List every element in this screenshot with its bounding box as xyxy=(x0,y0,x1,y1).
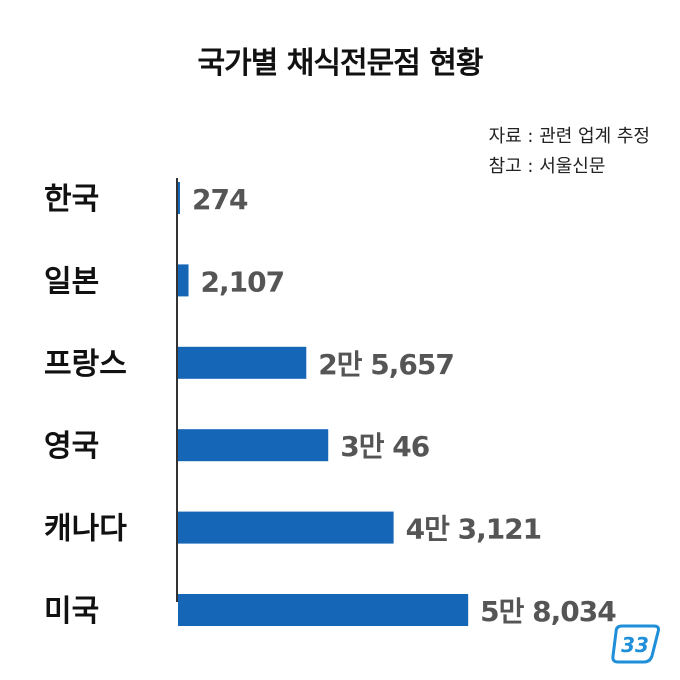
category-label: 영국 xyxy=(44,429,99,464)
value-label: 2,107 xyxy=(201,265,285,298)
category-label: 한국 xyxy=(44,182,99,217)
bar xyxy=(178,511,394,544)
chart-title: 국가별 채식전문점 현황 xyxy=(197,46,484,81)
chart-notes: 자료 : 관련 업계 추정 참고 : 서울신문 xyxy=(489,122,650,182)
value-label: 4만 3,121 xyxy=(406,513,542,546)
svg-text:33: 33 xyxy=(621,633,649,657)
badge-33-logo-icon: 33 xyxy=(611,624,660,664)
category-label: 프랑스 xyxy=(44,347,127,382)
bar xyxy=(178,429,329,462)
value-label: 5만 8,034 xyxy=(480,595,616,628)
bar xyxy=(178,594,469,626)
bar xyxy=(178,264,189,297)
category-label: 일본 xyxy=(44,264,99,299)
reference-note: 참고 : 서울신문 xyxy=(488,156,606,177)
category-label: 캐나다 xyxy=(44,512,127,547)
value-label: 274 xyxy=(192,183,248,216)
source-note: 자료 : 관련 업계 추정 xyxy=(488,126,650,147)
category-label: 미국 xyxy=(44,594,99,629)
value-label: 3만 46 xyxy=(340,430,429,463)
bar xyxy=(178,346,307,379)
bar xyxy=(178,182,180,214)
value-label: 2만 5,657 xyxy=(318,348,454,381)
